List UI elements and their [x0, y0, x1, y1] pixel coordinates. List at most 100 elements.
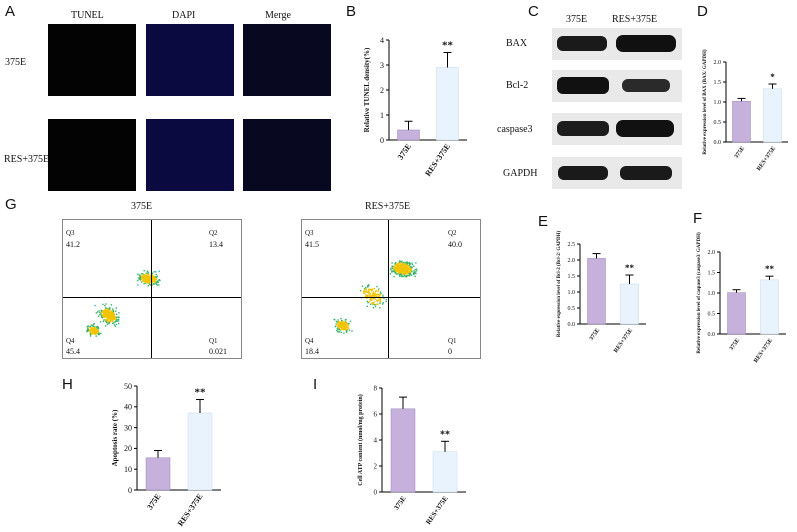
col-label-dapi: DAPI	[172, 10, 196, 21]
bar-chart-i: 0 2 4 6 8 Cell ATP content (nmol/mg protein) 3…	[357, 384, 466, 526]
bar-RES+375E	[620, 283, 639, 325]
flow-title-res375e: RES+375E	[365, 201, 411, 212]
significance-annotation: **	[765, 264, 775, 274]
y-tick-label: 2.0	[708, 250, 716, 256]
y-axis-label: Apoptosis rate (%)	[111, 409, 119, 466]
dapi-image-res375e	[146, 119, 234, 191]
y-tick-label: 1.0	[708, 291, 716, 297]
significance-annotation: **	[195, 387, 207, 399]
y-axis-label: Cell ATP content (nmol/mg protein)	[357, 394, 364, 485]
y-tick-label: 1.0	[568, 290, 576, 296]
scatter-points	[333, 260, 418, 334]
merge-image-res375e	[243, 119, 331, 191]
significance-annotation: **	[442, 40, 454, 52]
q2-value: 40.0	[448, 240, 462, 249]
flow-plot-375e: Q3 41.2 Q2 13.4 Q4 45.4 Q1 0.021	[62, 219, 242, 359]
y-tick-label: 20	[124, 444, 132, 453]
panel-letter-h: H	[62, 376, 73, 393]
y-tick-label: 1	[380, 111, 384, 120]
panel-letter-b: B	[346, 3, 357, 20]
col-label-tunel: TUNEL	[71, 10, 104, 21]
y-tick-label: 0.0	[714, 140, 722, 146]
significance-annotation: *	[770, 72, 775, 82]
panel-letter-c: C	[528, 3, 539, 20]
q2-label: Q2	[448, 229, 457, 237]
row-label-375e: 375E	[5, 57, 27, 68]
x-tick-label: RES+375E	[756, 146, 777, 172]
q1-label: Q1	[209, 337, 218, 345]
blot-col-res375e: RES+375E	[612, 14, 658, 25]
blot-row-bcl2: Bcl-2	[506, 80, 529, 91]
y-tick-label: 30	[124, 423, 132, 432]
significance-annotation: **	[625, 263, 635, 273]
q4-label: Q4	[305, 337, 314, 345]
blot-strip-caspase3	[552, 113, 682, 145]
flow-scatter-res375e	[333, 260, 418, 334]
panel-letter-i: I	[313, 376, 318, 393]
bar-RES+375E	[763, 88, 782, 143]
q4-value: 45.4	[66, 347, 80, 356]
y-tick-label: 6	[374, 410, 378, 418]
x-tick-label: 375E	[396, 142, 413, 161]
blot-strip-gapdh	[552, 157, 682, 189]
y-tick-label: 4	[374, 436, 378, 444]
merge-image-375e	[243, 24, 331, 96]
q2-value: 13.4	[209, 240, 223, 249]
blot-col-375e: 375E	[566, 14, 588, 25]
y-tick-label: 1.5	[714, 80, 722, 86]
tunel-image-res375e	[48, 119, 136, 191]
x-tick-label: 375E	[729, 338, 741, 352]
x-tick-label: RES+375E	[424, 494, 450, 526]
bar-375E	[145, 457, 171, 491]
y-tick-label: 0.5	[568, 306, 576, 312]
bar-375E	[727, 292, 746, 335]
y-tick-label: 0.0	[708, 332, 716, 338]
y-tick-label: 2.5	[568, 242, 576, 248]
bar-chart-d: 0.0 0.5 1.0 1.5 2.0 Relative expression level…	[703, 49, 788, 172]
panel-letter-g: G	[5, 196, 17, 213]
blot-strip-bax	[552, 28, 682, 60]
significance-annotation: **	[440, 429, 450, 440]
q1-value: 0	[448, 347, 452, 356]
y-tick-label: 0.0	[568, 322, 576, 328]
y-tick-label: 1.0	[714, 100, 722, 106]
dapi-image-375e	[146, 24, 234, 96]
y-tick-label: 0	[374, 488, 378, 496]
bar-RES+375E	[432, 451, 458, 493]
y-tick-label: 3	[380, 61, 384, 70]
bar-chart-b: 0 1 2 3 4 Relative TUNEL density(%) 375E RES+37…	[363, 36, 467, 178]
y-tick-label: 1.5	[568, 274, 576, 280]
x-tick-label: RES+375E	[753, 338, 774, 364]
y-axis-label: Relative TUNEL density(%)	[363, 47, 371, 132]
bar-375E	[732, 100, 751, 143]
y-tick-label: 1.5	[708, 271, 716, 277]
q3-label: Q3	[66, 229, 75, 237]
y-tick-label: 0.5	[708, 312, 716, 318]
y-axis-label: Relative expression level of caspase3 (c…	[697, 232, 702, 354]
blot-row-caspase3: caspase3	[497, 124, 533, 135]
x-tick-label: 375E	[145, 492, 162, 511]
bar-375E	[390, 408, 416, 493]
panel-letter-f: F	[693, 210, 703, 227]
x-tick-label: RES+375E	[613, 328, 634, 354]
blot-strip-bcl2	[552, 70, 682, 102]
bar-375E	[397, 129, 420, 141]
flow-plot-res375e: Q3 41.5 Q2 40.0 Q4 18.4 Q1 0	[301, 219, 481, 359]
y-tick-label: 2	[374, 462, 378, 470]
q2-label: Q2	[209, 229, 218, 237]
q4-label: Q4	[66, 337, 75, 345]
x-tick-label: RES+375E	[176, 492, 205, 528]
q4-value: 18.4	[305, 347, 319, 356]
q1-value: 0.021	[209, 347, 227, 356]
bar-RES+375E	[760, 279, 779, 335]
y-tick-label: 0	[380, 136, 384, 145]
y-tick-label: 8	[374, 384, 378, 392]
q3-value: 41.2	[66, 240, 80, 249]
col-label-merge: Merge	[265, 10, 291, 21]
q1-label: Q1	[448, 337, 457, 345]
quadrant-hline	[302, 297, 480, 298]
x-tick-label: 375E	[392, 494, 407, 511]
y-tick-label: 2.0	[714, 60, 722, 66]
quadrant-vline	[388, 220, 389, 358]
q3-value: 41.5	[305, 240, 319, 249]
